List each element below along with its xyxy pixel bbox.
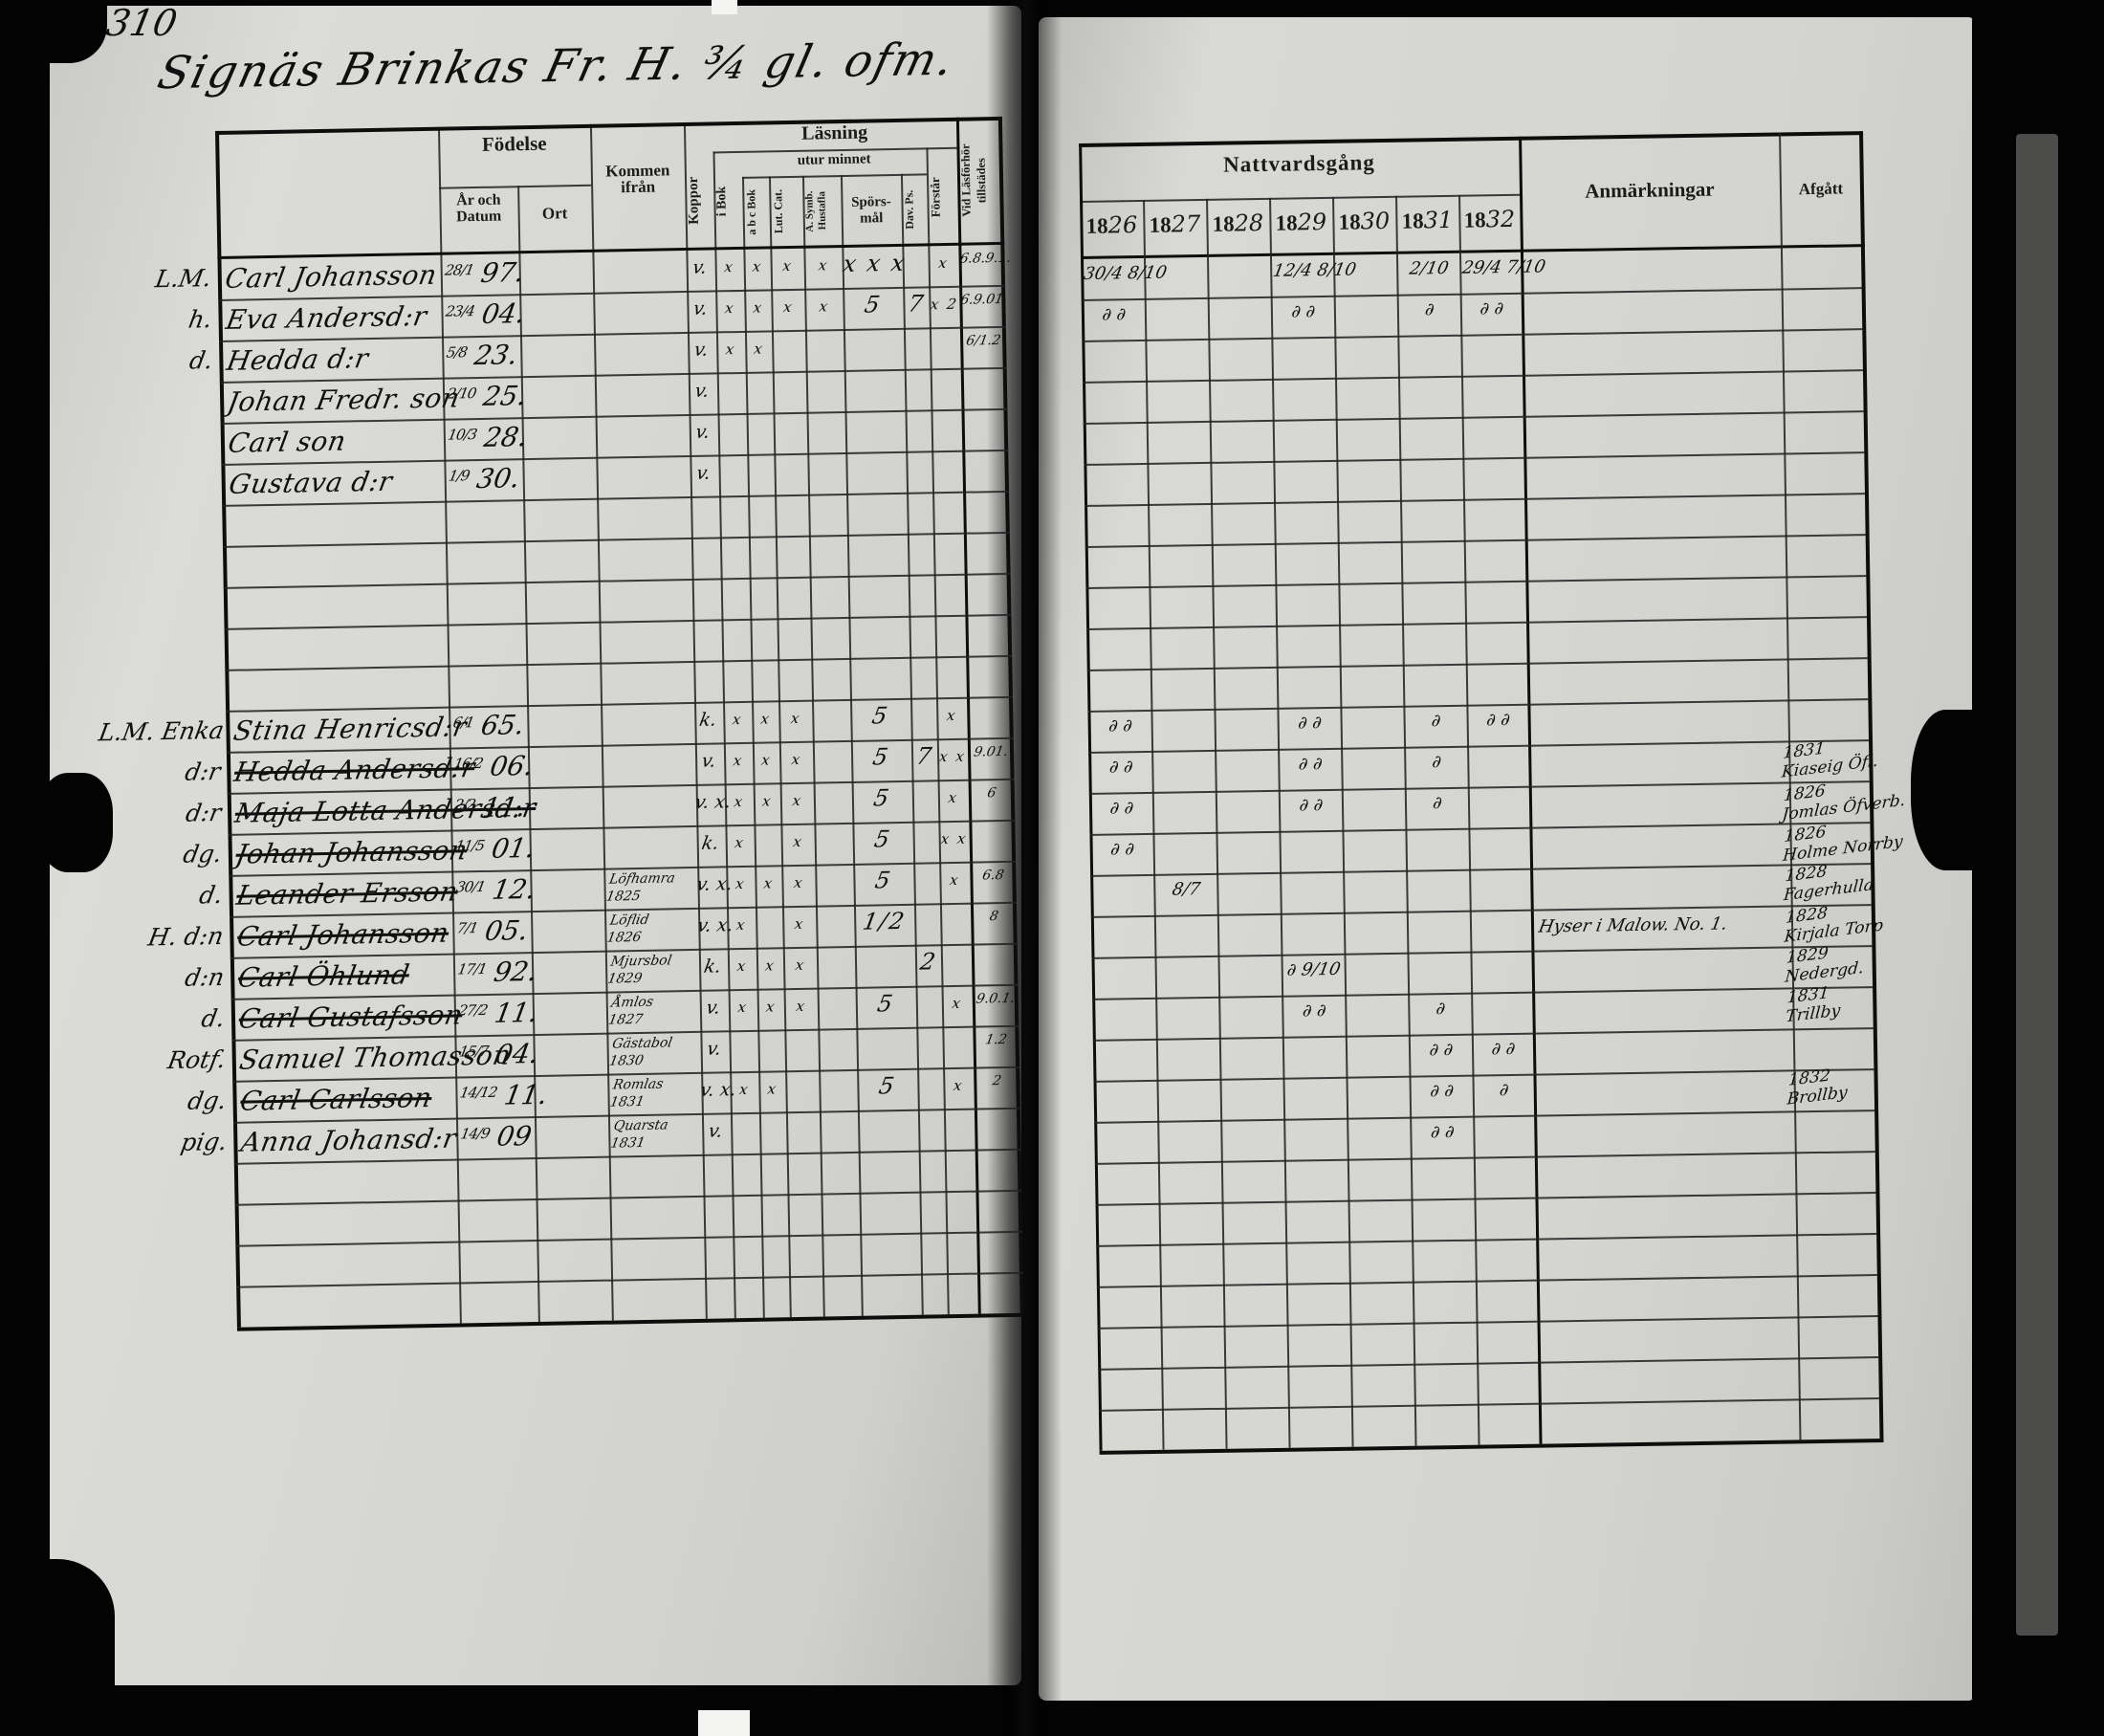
year-printed-prefix: 18 xyxy=(1338,209,1361,234)
grid-line xyxy=(1458,194,1480,1445)
year-handwritten-suffix: 28 xyxy=(1234,209,1264,237)
communion-mark: ∂ ∂ xyxy=(1297,754,1325,775)
communion-mark: ∂ ∂ xyxy=(1484,709,1512,731)
year-header: 1828 xyxy=(1210,209,1265,237)
binding-tab-top xyxy=(712,0,737,14)
grid-line xyxy=(1085,575,1867,589)
year-printed-prefix: 18 xyxy=(1275,210,1298,235)
departure-note: 1831 Trillby xyxy=(1785,983,1841,1027)
year-printed-prefix: 18 xyxy=(1401,209,1424,233)
grid-line xyxy=(1086,616,1868,630)
grid-line xyxy=(1332,196,1354,1447)
binding-tab-bottom xyxy=(698,1710,750,1736)
col-header-anmarkningar: Anmärkningar xyxy=(1585,177,1715,203)
communion-mark: ∂ ∂ xyxy=(1289,301,1317,322)
col-header-afgatt: Afgått xyxy=(1798,179,1844,199)
grid-line xyxy=(1085,493,1865,507)
year-printed-prefix: 18 xyxy=(1212,211,1235,236)
year-handwritten-suffix: 27 xyxy=(1171,210,1201,238)
communion-mark: ∂ ∂ xyxy=(1100,304,1128,325)
grid-line xyxy=(1080,193,1521,204)
communion-mark: 2/10 xyxy=(1408,257,1451,279)
communion-mark: ∂ ∂ xyxy=(1107,715,1134,736)
remark-note: Hyser i Malow. No. 1. xyxy=(1537,913,1729,937)
grid-line xyxy=(1090,863,1872,877)
year-handwritten-suffix: 29 xyxy=(1297,208,1327,236)
communion-mark: ∂ xyxy=(1434,999,1447,1020)
left-page xyxy=(50,6,1021,1685)
year-printed-prefix: 18 xyxy=(1085,213,1108,238)
communion-mark: ∂ ∂ xyxy=(1301,1000,1328,1022)
grid-line xyxy=(1088,739,1870,754)
grid-line xyxy=(1079,131,1864,148)
year-header: 1829 xyxy=(1273,209,1328,236)
communion-mark: ∂ ∂ xyxy=(1489,1038,1518,1060)
communion-mark: 29/4 7/10 xyxy=(1460,256,1547,278)
communion-mark: ∂ xyxy=(1423,299,1436,320)
communion-mark: ∂ ∂ xyxy=(1429,1121,1457,1143)
communion-mark: 8/7 xyxy=(1171,879,1202,900)
grid-line xyxy=(1092,986,1874,1000)
grid-line xyxy=(1089,822,1871,836)
communion-mark: ∂ 9/10 xyxy=(1285,958,1343,980)
communion-mark: ∂ xyxy=(1430,752,1443,773)
communion-mark: ∂ ∂ xyxy=(1478,298,1505,319)
grid-line xyxy=(1082,328,1863,342)
grid-line xyxy=(1143,199,1165,1450)
thumb-notch xyxy=(1911,710,1987,870)
grid-line xyxy=(1098,1397,1879,1412)
year-header: 1830 xyxy=(1336,208,1392,235)
year-header: 1827 xyxy=(1147,210,1202,238)
grid-line xyxy=(1269,197,1291,1448)
year-printed-prefix: 18 xyxy=(1149,212,1172,237)
grid-line xyxy=(1095,1192,1876,1206)
communion-mark: ∂ ∂ xyxy=(1296,713,1324,734)
communion-mark: ∂ ∂ xyxy=(1297,795,1326,816)
adjacent-page-edge xyxy=(2016,134,2058,1636)
col-header-nattvardsgang: Nattvardsgång xyxy=(1222,150,1375,177)
scan-corner-blob xyxy=(0,1559,115,1736)
grid-line xyxy=(1097,1315,1878,1329)
scan-edge-blob xyxy=(38,773,113,872)
grid-line xyxy=(1098,1356,1879,1371)
grid-line xyxy=(1088,780,1870,795)
communion-mark: ∂ ∂ xyxy=(1428,1039,1456,1061)
grid-line xyxy=(1395,195,1417,1446)
grid-line xyxy=(1096,1274,1877,1288)
communion-mark: ∂ ∂ xyxy=(1107,798,1136,819)
grid-line xyxy=(1096,1233,1877,1247)
scan-corner-blob xyxy=(0,0,107,63)
communion-mark: ∂ xyxy=(1498,1080,1511,1101)
grid-line xyxy=(1091,945,1873,959)
communion-mark: ∂ ∂ xyxy=(1107,757,1135,778)
year-header: 1826 xyxy=(1084,211,1139,239)
grid-line xyxy=(1083,369,1863,384)
grid-line xyxy=(1099,1438,1884,1455)
communion-mark: 12/4 8/10 xyxy=(1271,259,1358,281)
year-header: 1831 xyxy=(1399,207,1455,234)
grid-line xyxy=(1086,657,1868,671)
departure-note: 1832 Brollby xyxy=(1786,1066,1849,1110)
communion-mark: ∂ ∂ xyxy=(1108,839,1136,860)
grid-line xyxy=(1084,451,1865,466)
grid-line xyxy=(1083,410,1864,425)
grid-line xyxy=(1094,1151,1875,1165)
year-header: 1832 xyxy=(1462,206,1516,233)
grid-line xyxy=(1094,1110,1875,1124)
grid-line xyxy=(1085,534,1866,548)
book-binding-shadow xyxy=(987,0,1062,1736)
grid-line xyxy=(1090,904,1872,918)
year-handwritten-suffix: 31 xyxy=(1423,206,1454,234)
communion-mark: ∂ xyxy=(1430,711,1443,732)
communion-mark: 30/4 8/10 xyxy=(1082,262,1169,284)
communion-mark: ∂ xyxy=(1431,793,1444,814)
year-handwritten-suffix: 32 xyxy=(1485,205,1516,233)
communion-mark: ∂ ∂ xyxy=(1428,1080,1456,1102)
grid-line xyxy=(1206,198,1228,1449)
year-printed-prefix: 18 xyxy=(1463,208,1486,232)
year-handwritten-suffix: 30 xyxy=(1360,207,1391,235)
year-handwritten-suffix: 26 xyxy=(1107,211,1138,239)
